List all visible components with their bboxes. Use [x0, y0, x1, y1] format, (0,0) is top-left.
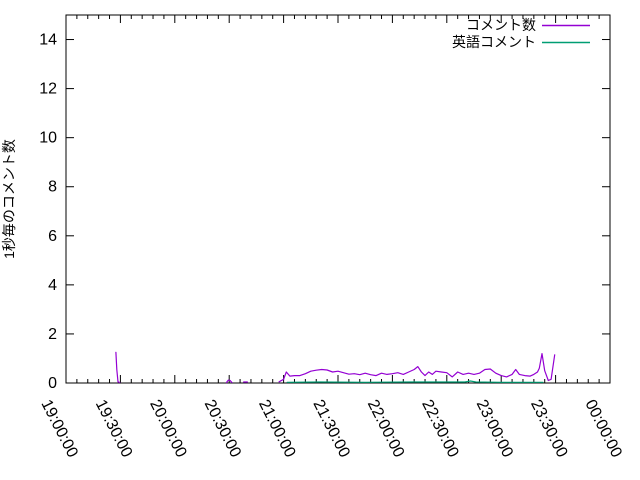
series-line-0	[115, 351, 121, 384]
y-tick-label: 12	[39, 81, 57, 98]
y-tick-label: 8	[48, 179, 57, 196]
legend-label: 英語コメント	[452, 34, 536, 50]
x-tick-label: 21:00:00	[255, 397, 298, 460]
x-tick-label: 22:00:00	[364, 397, 407, 460]
y-tick-label: 6	[48, 228, 57, 245]
x-tick-label: 21:30:00	[309, 397, 352, 460]
x-tick-label: 23:30:00	[527, 397, 570, 460]
series-line-0	[278, 353, 556, 383]
x-tick-label: 19:00:00	[37, 397, 80, 460]
y-tick-label: 2	[48, 326, 57, 343]
legend-label: コメント数	[466, 17, 536, 33]
x-tick-label: 19:30:00	[92, 397, 135, 460]
series-line-1	[286, 380, 544, 383]
y-tick-label: 4	[48, 277, 57, 294]
x-tick-label: 20:00:00	[146, 397, 189, 460]
x-tick-label: 20:30:00	[201, 397, 244, 460]
series-line-0	[225, 379, 233, 384]
y-axis-title: 1秒毎のコメント数	[1, 139, 17, 259]
x-tick-label: 22:30:00	[418, 397, 461, 460]
plot-border	[65, 14, 611, 384]
x-tick-label: 00:00:00	[581, 397, 624, 460]
y-tick-label: 14	[39, 32, 57, 49]
y-tick-label: 0	[48, 375, 57, 392]
x-tick-label: 23:00:00	[473, 397, 516, 460]
y-tick-label: 10	[39, 130, 57, 147]
